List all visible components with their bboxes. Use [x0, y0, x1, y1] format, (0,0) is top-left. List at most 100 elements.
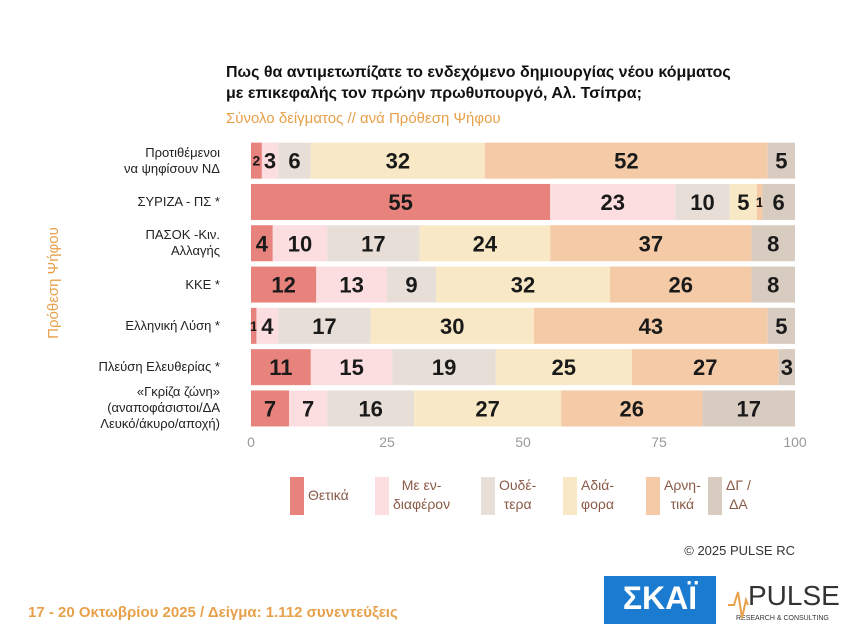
value-label: 2	[253, 153, 261, 169]
value-label: 26	[669, 273, 693, 298]
bar-segment	[729, 183, 757, 220]
value-label: 32	[511, 273, 535, 298]
category-label: Πλεύση Ελευθερίας *	[98, 359, 221, 375]
legend-swatch	[290, 477, 304, 515]
value-label: 13	[339, 273, 363, 298]
value-label: 16	[358, 396, 382, 421]
value-label: 6	[773, 190, 785, 215]
bar-segment	[435, 266, 611, 303]
category-label: Προτιθέμενοι να ψηφίσουν ΝΔ	[124, 144, 220, 176]
bar-segment	[675, 183, 730, 220]
value-label: 26	[620, 396, 644, 421]
pulse-icon	[728, 591, 749, 619]
value-label: 23	[601, 190, 625, 215]
bar-segment	[533, 307, 768, 344]
bar-segment	[261, 142, 279, 179]
skai-logo-bg	[604, 576, 716, 624]
category-label: ΣΥΡΙΖΑ - ΠΣ *	[137, 193, 220, 209]
value-label: 12	[271, 273, 295, 298]
bar-segment	[310, 142, 485, 179]
category-label: ΠΑΣΟΚ -Κιν. Αλλαγής	[145, 227, 221, 259]
legend-label: Θετικά	[308, 487, 349, 503]
value-label: 10	[288, 231, 312, 256]
value-label: 27	[475, 396, 499, 421]
legend-swatch	[563, 477, 577, 515]
chart-subtitle: Σύνολο δείγματος // ανά Πρόθεση Ψήφου	[226, 110, 501, 127]
bar-segment	[751, 266, 795, 303]
value-label: 4	[261, 314, 274, 339]
value-label: 55	[388, 190, 412, 215]
bar-segment	[550, 183, 676, 220]
value-label: 43	[639, 314, 663, 339]
bar-segment	[778, 349, 795, 386]
x-tick-label: 100	[783, 434, 807, 450]
value-label: 25	[552, 355, 576, 380]
value-label: 52	[614, 149, 638, 174]
legend-swatch	[375, 477, 389, 515]
bar-segment	[316, 266, 387, 303]
value-label: 8	[767, 231, 779, 256]
bar-segment	[251, 266, 317, 303]
bar-segment	[550, 225, 752, 262]
pulse-tagline: RESEARCH & CONSULTING	[736, 615, 829, 622]
value-label: 8	[767, 273, 779, 298]
value-label: 19	[432, 355, 456, 380]
bar-segment	[251, 390, 290, 427]
bar-segment	[251, 349, 311, 386]
value-label: 17	[312, 314, 336, 339]
x-tick-label: 75	[651, 434, 667, 450]
bar-segment	[310, 349, 393, 386]
value-label: 32	[386, 149, 410, 174]
bar-segment	[392, 349, 496, 386]
bar-segment	[762, 183, 795, 220]
legend-swatch	[481, 477, 495, 515]
category-label: «Γκρίζα ζώνη» (αναποφάσιστοι/ΔΑ Λευκό/άκ…	[100, 384, 220, 432]
value-label: 5	[775, 149, 787, 174]
bar-segment	[767, 142, 795, 179]
value-label: 24	[473, 231, 498, 256]
bar-segment	[251, 183, 551, 220]
legend-label: ΔΓ / ΔΑ	[726, 477, 751, 512]
value-label: 4	[256, 231, 269, 256]
bar-segment	[756, 183, 763, 220]
bar-segment	[495, 349, 632, 386]
bar-segment	[327, 390, 415, 427]
x-tick-label: 0	[247, 434, 255, 450]
bar-segment	[278, 307, 371, 344]
bar-segment	[327, 225, 420, 262]
copyright: © 2025 PULSE RC	[684, 543, 795, 558]
bar-segment	[289, 390, 328, 427]
bar-segment	[278, 142, 311, 179]
value-label: 7	[302, 396, 314, 421]
category-label: Ελληνική Λύση *	[125, 317, 220, 333]
value-label: 37	[639, 231, 663, 256]
value-label: 3	[264, 149, 276, 174]
bar-segment	[414, 390, 562, 427]
value-label: 5	[737, 190, 749, 215]
category-label: ΚΚΕ *	[185, 276, 220, 292]
value-label: 10	[690, 190, 714, 215]
legend-swatch	[708, 477, 722, 515]
bar-segment	[610, 266, 752, 303]
value-label: 17	[737, 396, 761, 421]
legend-label: Αρνη- τικά	[664, 477, 701, 512]
bar-segment	[419, 225, 551, 262]
value-label: 15	[339, 355, 363, 380]
chart-title: με επικεφαλής τον πρώην πρωθυπουργό, Αλ.…	[226, 85, 642, 102]
bar-segment	[370, 307, 534, 344]
bar-segment	[702, 390, 795, 427]
value-label: 17	[361, 231, 385, 256]
value-label: 3	[781, 355, 793, 380]
legend-swatch	[646, 477, 660, 515]
value-label: 27	[693, 355, 717, 380]
bar-segment	[751, 225, 795, 262]
y-axis-label: Πρόθεση Ψήφου	[45, 227, 62, 339]
value-label: 1	[756, 194, 764, 210]
bar-segment	[561, 390, 703, 427]
x-tick-label: 50	[515, 434, 531, 450]
bar-segment	[251, 225, 273, 262]
skai-logo: ΣΚΑΪ	[623, 580, 698, 616]
legend-label: Αδιά- φορα	[581, 477, 614, 512]
